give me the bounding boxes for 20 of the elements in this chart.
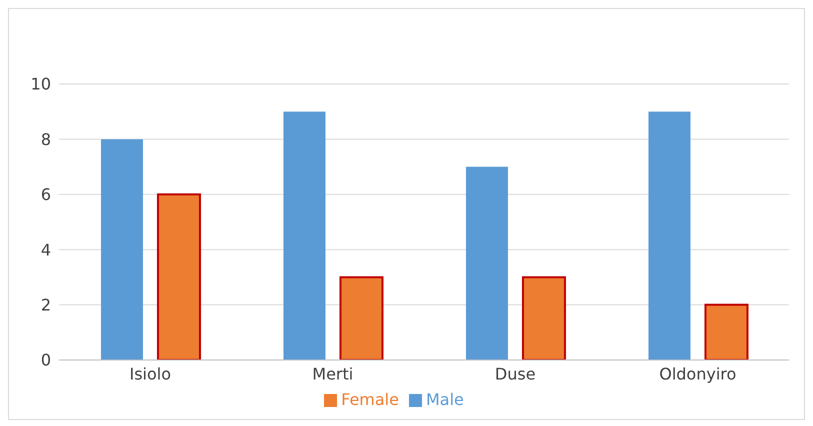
y-tick-label: 4: [40, 240, 51, 260]
y-tick-label: 8: [40, 130, 51, 149]
x-tick-label: Isiolo: [129, 364, 172, 384]
bar: [466, 166, 508, 360]
bar: [648, 112, 690, 360]
bar: [704, 304, 748, 360]
bar: [283, 112, 326, 360]
y-tick-label: 10: [30, 74, 51, 94]
x-tick-label: Merti: [312, 364, 354, 384]
x-tick-label: Duse: [494, 364, 536, 384]
x-tick-label: Oldonyiro: [659, 364, 736, 384]
y-tick-label: 0: [40, 350, 51, 370]
legend-label: Female: [341, 390, 399, 409]
legend-label: Male: [426, 390, 464, 409]
bar: [100, 139, 143, 360]
bar: [156, 193, 201, 360]
y-tick-label: 6: [40, 185, 51, 204]
bar: [339, 276, 384, 360]
y-tick-label: 2: [40, 295, 51, 314]
bar: [522, 276, 566, 360]
